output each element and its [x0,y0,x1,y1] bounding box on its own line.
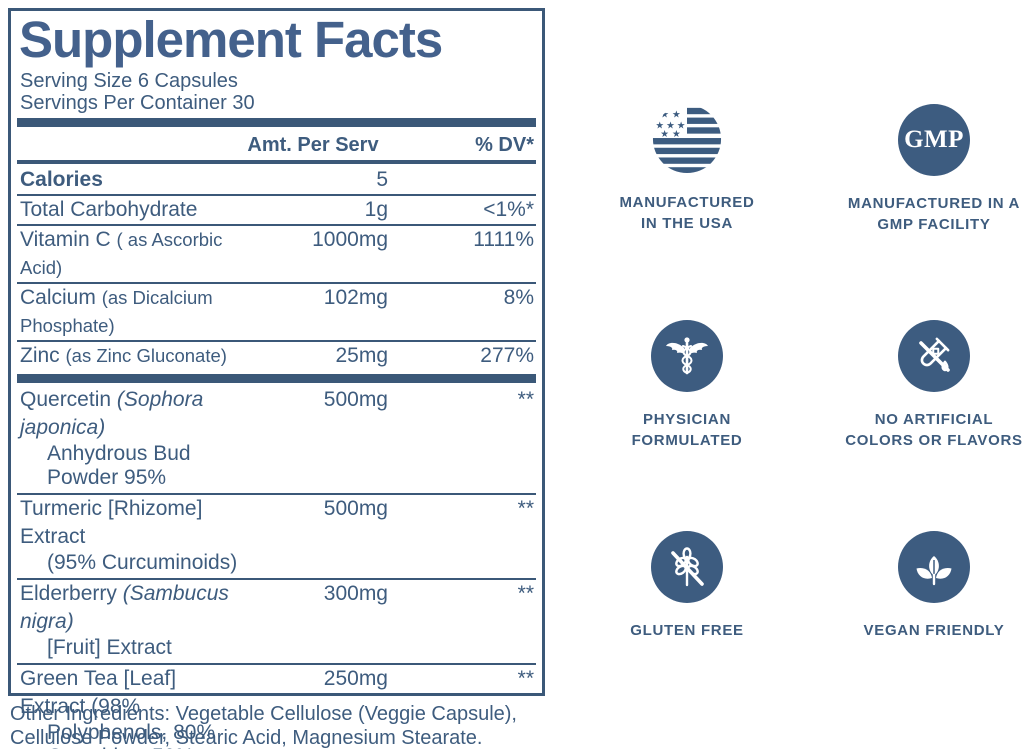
nutrient-name: Calcium (as Dicalcium Phosphate) [20,286,213,336]
header-dv-cell: % DV* [475,134,534,156]
svg-text:★: ★ [672,110,681,121]
row-divider [17,663,536,665]
thick-divider [17,118,536,127]
amount-cell: 1g [364,198,388,221]
amount-cell: 500mg [323,497,388,520]
table-row: Vitamin C ( as Ascorbic Acid) 1000mg 1111% [17,226,536,282]
badge-label: PHYSICIAN FORMULATED [631,411,743,449]
dv-cell: ** [517,388,534,411]
amount-cell: 102mg [323,286,388,309]
row-divider [17,194,536,196]
table-row: Calories 5 [17,166,536,194]
no-wheat-icon [651,531,723,603]
row-divider [17,493,536,495]
leaves-icon [898,531,970,603]
header-amount-cell: Amt. Per Serv [247,134,379,156]
badge-label: MANUFACTURED IN A GMP FACILITY [847,195,1021,233]
badge-gmp-facility: GMP MANUFACTURED IN A GMP FACILITY [824,104,1024,235]
nutrient-name: Total Carbohydrate [20,198,198,221]
dv-cell: ** [517,667,534,690]
amount-cell: 5 [376,168,388,191]
table-row: Quercetin (Sophora japonica) Anhydrous Bu… [17,386,536,493]
table-row: Total Carbohydrate 1g <1%* [17,196,536,224]
dv-cell: <1%* [483,198,534,221]
table-row: Elderberry (Sambucus nigra) [Fruit] Extra… [17,580,536,663]
svg-text:★: ★ [660,110,669,121]
svg-text:★: ★ [666,120,675,131]
supplement-facts-panel: Supplement Facts Serving Size 6 Capsules… [8,8,545,749]
servings-per-container-text: Servings Per Container 30 [20,92,255,114]
badge-label: GLUTEN FREE [630,622,744,639]
row-divider [17,340,536,342]
amount-cell: 25mg [335,344,388,367]
no-test-tube-icon [898,320,970,392]
svg-text:★: ★ [677,120,686,131]
badge-gluten-free: GLUTEN FREE [577,531,797,641]
dv-cell: 8% [503,286,534,309]
row-divider [17,224,536,226]
table-header-row: Amt. Per Serv % DV* [17,130,536,158]
thick-divider [17,374,536,383]
nutrient-name: Vitamin C ( as Ascorbic Acid) [20,228,223,278]
nutrient-name: Zinc (as Zinc Gluconate) [20,344,227,367]
dv-cell: 277% [480,344,534,367]
dv-cell: 1111% [473,228,534,251]
table-row: Zinc (as Zinc Gluconate) 25mg 277% [17,342,536,370]
badge-vegan-friendly: VEGAN FRIENDLY [824,531,1024,641]
svg-text:★: ★ [655,120,664,131]
nutrient-name: Calories [20,168,103,191]
badge-no-artificial: NO ARTIFICIAL COLORS OR FLAVORS [824,320,1024,451]
amount-cell: 250mg [323,667,388,690]
gmp-icon: GMP [898,104,970,176]
row-divider [17,282,536,284]
medium-divider [17,160,536,164]
badge-label: VEGAN FRIENDLY [863,622,1005,639]
amount-cell: 300mg [323,582,388,605]
svg-text:★: ★ [660,129,669,140]
nutrient-name: Elderberry (Sambucus nigra) [Fruit] Extra… [20,582,229,659]
badge-label: MANUFACTURED IN THE USA [619,194,755,232]
nutrient-name: Green Tea [Leaf] Extract (98% Polyphenols… [20,667,216,749]
badge-label: NO ARTIFICIAL COLORS OR FLAVORS [845,411,1023,449]
table-row: Turmeric [Rhizome] Extract (95% Curcumino… [17,495,536,578]
caduceus-icon [651,320,723,392]
nutrient-rows-section-2: Quercetin (Sophora japonica) Anhydrous Bu… [17,386,536,749]
serving-size-text: Serving Size 6 Capsules [20,70,238,92]
svg-text:★: ★ [672,129,681,140]
nutrient-name: Turmeric [Rhizome] Extract (95% Curcumino… [20,497,238,574]
nutrient-name: Quercetin (Sophora japonica) Anhydrous Bu… [20,388,204,489]
badge-physician-formulated: PHYSICIAN FORMULATED [577,320,797,451]
dv-cell: ** [517,497,534,520]
table-row: Green Tea [Leaf] Extract (98% Polyphenols… [17,665,536,749]
amount-cell: 500mg [323,388,388,411]
dv-cell: ** [517,582,534,605]
other-ingredients-text: Other Ingredients: Vegetable Cellulose (… [10,703,517,749]
amount-cell: 1000mg [312,228,388,251]
usa-flag-icon: ★ ★ ★ ★ ★ ★ ★ [651,103,723,175]
panel-title: Supplement Facts [19,11,443,68]
table-row: Calcium (as Dicalcium Phosphate) 102mg 8% [17,284,536,340]
nutrient-rows-section-1: Calories 5 Total Carbohydrate 1g <1%* Vitamin… [17,166,536,370]
badge-manufactured-usa: ★ ★ ★ ★ ★ ★ ★ MANUFACTURED IN THE USA [577,103,797,234]
row-divider [17,578,536,580]
